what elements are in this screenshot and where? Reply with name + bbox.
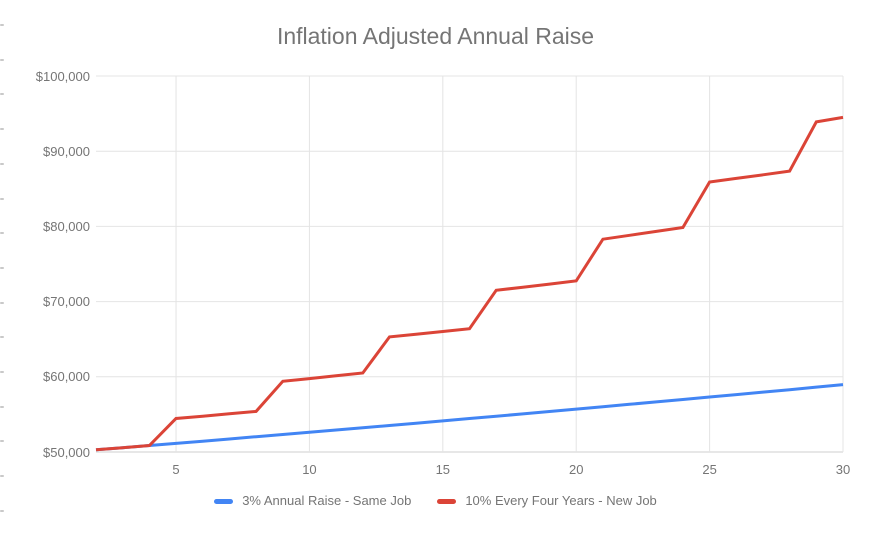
x-axis-tick-label: 20 <box>568 462 584 477</box>
left-edge-artifact-tick <box>0 266 4 269</box>
y-axis-tick-label: $60,000 <box>43 369 90 385</box>
chart-title: Inflation Adjusted Annual Raise <box>276 23 595 49</box>
series-line-0 <box>95 383 844 452</box>
left-edge-artifact-tick <box>0 336 4 339</box>
left-edge-artifact-tick <box>0 197 4 200</box>
x-axis-tick-label: 10 <box>302 462 317 477</box>
legend-item-same-job: 3% Annual Raise - Same Job <box>214 493 411 509</box>
left-edge-artifact-tick <box>0 93 4 96</box>
series-line-1 <box>95 115 844 452</box>
x-axis-tick-label: 25 <box>702 462 717 477</box>
left-edge-artifact-tick <box>0 58 4 61</box>
left-edge-artifact-tick <box>0 162 4 165</box>
left-edge-artifact-tick <box>0 24 4 26</box>
left-edge-artifact-tick <box>0 371 4 373</box>
chart-legend: 3% Annual Raise - Same Job 10% Every Fou… <box>0 492 871 510</box>
x-axis-tick-label: 15 <box>435 462 451 477</box>
left-edge-artifact-tick <box>0 405 4 408</box>
legend-label-same-job: 3% Annual Raise - Same Job <box>242 493 412 508</box>
legend-item-new-job: 10% Every Four Years - New Job <box>437 493 657 509</box>
x-axis-tick-label: 5 <box>172 462 180 477</box>
left-edge-artifact-tick <box>0 475 4 478</box>
legend-dash-icon-red <box>437 498 457 504</box>
left-edge-artifact-tick <box>0 128 4 131</box>
left-edge-artifact-tick <box>0 232 4 235</box>
y-axis-tick-label: $70,000 <box>43 294 90 310</box>
left-edge-artifact-tick <box>0 301 4 304</box>
y-axis-tick-label: $50,000 <box>43 444 90 460</box>
y-axis-tick-label: $100,000 <box>35 68 90 84</box>
y-axis-tick-label: $80,000 <box>43 218 90 234</box>
legend-dash-icon-blue <box>214 498 234 504</box>
left-edge-artifact-tick <box>0 440 4 443</box>
x-axis-tick-label: 30 <box>835 462 851 477</box>
y-axis-tick-label: $90,000 <box>43 143 90 159</box>
legend-label-new-job: 10% Every Four Years - New Job <box>465 493 657 508</box>
left-edge-artifact-tick <box>0 509 4 512</box>
